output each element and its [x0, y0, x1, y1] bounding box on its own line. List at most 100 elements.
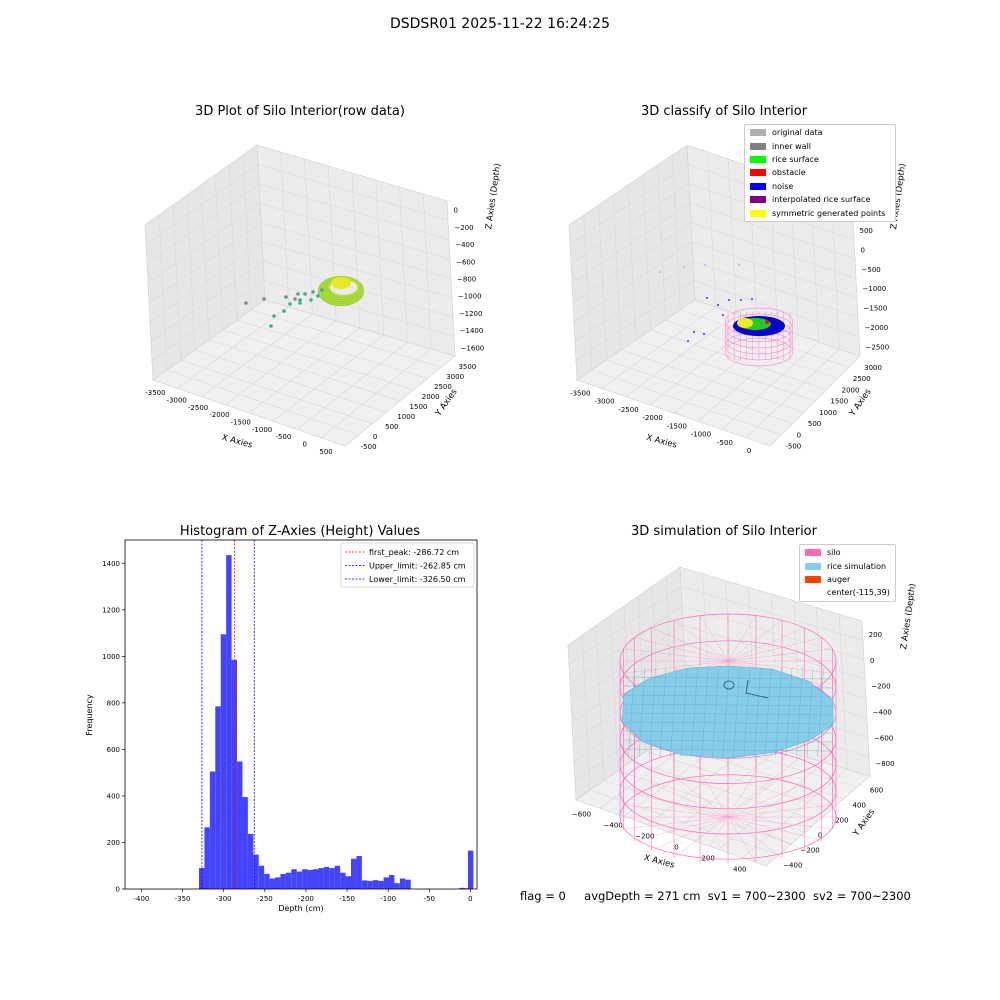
panel2-legend: original data inner wall rice surface obsta…: [744, 124, 896, 222]
panel4-grid-x: [765, 775, 871, 867]
panel1-xtick: 0: [302, 441, 306, 449]
hist-bar: [264, 873, 270, 889]
legend-swatch: [750, 209, 766, 217]
panel1-ytick: 2500: [434, 383, 452, 391]
hist-ytick-label: 200: [107, 839, 120, 847]
noise-point: [722, 314, 724, 316]
silo-spoke-bottom: [673, 776, 729, 818]
rice-grid-v: [806, 667, 814, 758]
panel1-grid-x: [272, 334, 384, 422]
rice-grid-v: [722, 667, 730, 758]
rice-grid-v: [743, 667, 751, 758]
silo-spoke-bottom: [699, 771, 729, 818]
hist-bar: [459, 887, 465, 889]
panel4-grid-z: [680, 586, 864, 641]
rice-grid: [623, 694, 833, 698]
panel2-ztick: −1000: [863, 285, 887, 293]
hist-bar: [372, 880, 379, 889]
rice-grid: [623, 676, 833, 680]
panel2-ztick: −2000: [865, 324, 889, 332]
noise-point: [751, 298, 753, 300]
panel2-grid-z2: [569, 164, 689, 245]
panel4-ytick: 200: [835, 817, 848, 825]
hist-bar: [247, 833, 254, 889]
rice-grid: [623, 703, 833, 707]
legend-label: inner wall: [772, 141, 812, 151]
panel2-grid-z2: [570, 183, 690, 264]
rice-grid: [623, 748, 833, 752]
panel2-xtick: -2000: [642, 414, 662, 422]
panel4-ztick: −600: [874, 734, 893, 742]
hist-bar: [378, 880, 384, 889]
panel2-grid-xv: [851, 200, 861, 357]
panel1-grid-z: [259, 202, 451, 260]
panel1-xtick: -3000: [167, 397, 187, 405]
hist-bar: [351, 858, 357, 889]
point-cloud-top: [331, 277, 351, 289]
panel4-xlabel: X Axies: [643, 853, 676, 871]
silo-spoke: [727, 627, 805, 662]
legend-swatch: [750, 196, 766, 204]
hist-plot-area: [125, 540, 477, 889]
silo-spoke-bottom: [623, 804, 729, 818]
panel4-legend: silo rice simulation auger center(-115,39): [799, 544, 896, 602]
panel4-ytick: −200: [801, 847, 820, 855]
panel1-ztick: −200: [454, 224, 473, 232]
panel2-grid-y: [665, 319, 838, 379]
panel1-xtick: 500: [319, 448, 332, 456]
panel4-grid-z: [679, 566, 863, 622]
noise-point: [706, 297, 708, 299]
silo-spoke: [727, 615, 757, 662]
panel1-grid-z: [257, 164, 449, 221]
legend-entry: inner wall: [745, 139, 895, 152]
sv2-text: sv2 = 700~2300: [812, 889, 911, 903]
rice-grid-v: [680, 667, 688, 758]
legend-label: noise: [772, 181, 794, 191]
hist-xtick-label: -100: [380, 895, 396, 903]
panel2-ytick: 2500: [853, 375, 871, 383]
hist-ytick-label: 600: [107, 746, 120, 754]
panel2-grid-x: [721, 341, 819, 430]
scatter-point: [303, 292, 307, 296]
legend-label: obstacle: [772, 168, 806, 178]
panel1-ytick: 1000: [397, 413, 415, 421]
panel2-ztick: −500: [862, 266, 881, 274]
panel4-ytick: 400: [853, 802, 866, 810]
hist-ytick-label: 400: [107, 792, 120, 800]
panel1-grid-y: [250, 309, 442, 368]
panel1-grid-z: [256, 144, 448, 202]
panel4-ztick: 0: [870, 657, 874, 665]
silo-spoke: [623, 660, 729, 674]
hist-bar: [345, 876, 352, 889]
scatter-point-gray: [244, 301, 248, 305]
panel1-xtick: -1000: [252, 426, 272, 434]
scatter-point: [298, 298, 302, 302]
hist-bar: [296, 871, 303, 889]
hist-bar: [302, 869, 308, 889]
legend-label: silo: [827, 548, 841, 558]
rice-grid-v: [638, 667, 646, 758]
panel1-ztick: −1000: [458, 293, 482, 301]
panel1-grid-z2: [146, 183, 260, 264]
legend-swatch: [750, 129, 766, 137]
hist-bar: [313, 869, 319, 889]
legend-swatch: [750, 169, 766, 177]
silo-spoke: [727, 620, 783, 662]
hist-xtick-label: -200: [298, 895, 314, 903]
silo-spoke-bottom: [651, 816, 729, 851]
panel2-ztick: −2500: [866, 343, 890, 351]
hist-bar: [340, 872, 346, 889]
hist-bar: [334, 865, 341, 889]
rice-grid: [623, 730, 833, 734]
panel4-ylabel: Y Axies: [851, 807, 878, 839]
rice-grid-v: [796, 667, 803, 758]
panel1-grid-z: [260, 222, 452, 279]
scatter-point: [311, 290, 315, 294]
panel2-grid-z: [689, 202, 856, 260]
panel1-grid-yv: [228, 164, 238, 321]
panel4-grid-y: [631, 760, 819, 822]
legend-label: symmetric generated points: [772, 208, 886, 218]
silo-spoke: [623, 648, 729, 662]
panel2-grid-x: [697, 334, 799, 422]
